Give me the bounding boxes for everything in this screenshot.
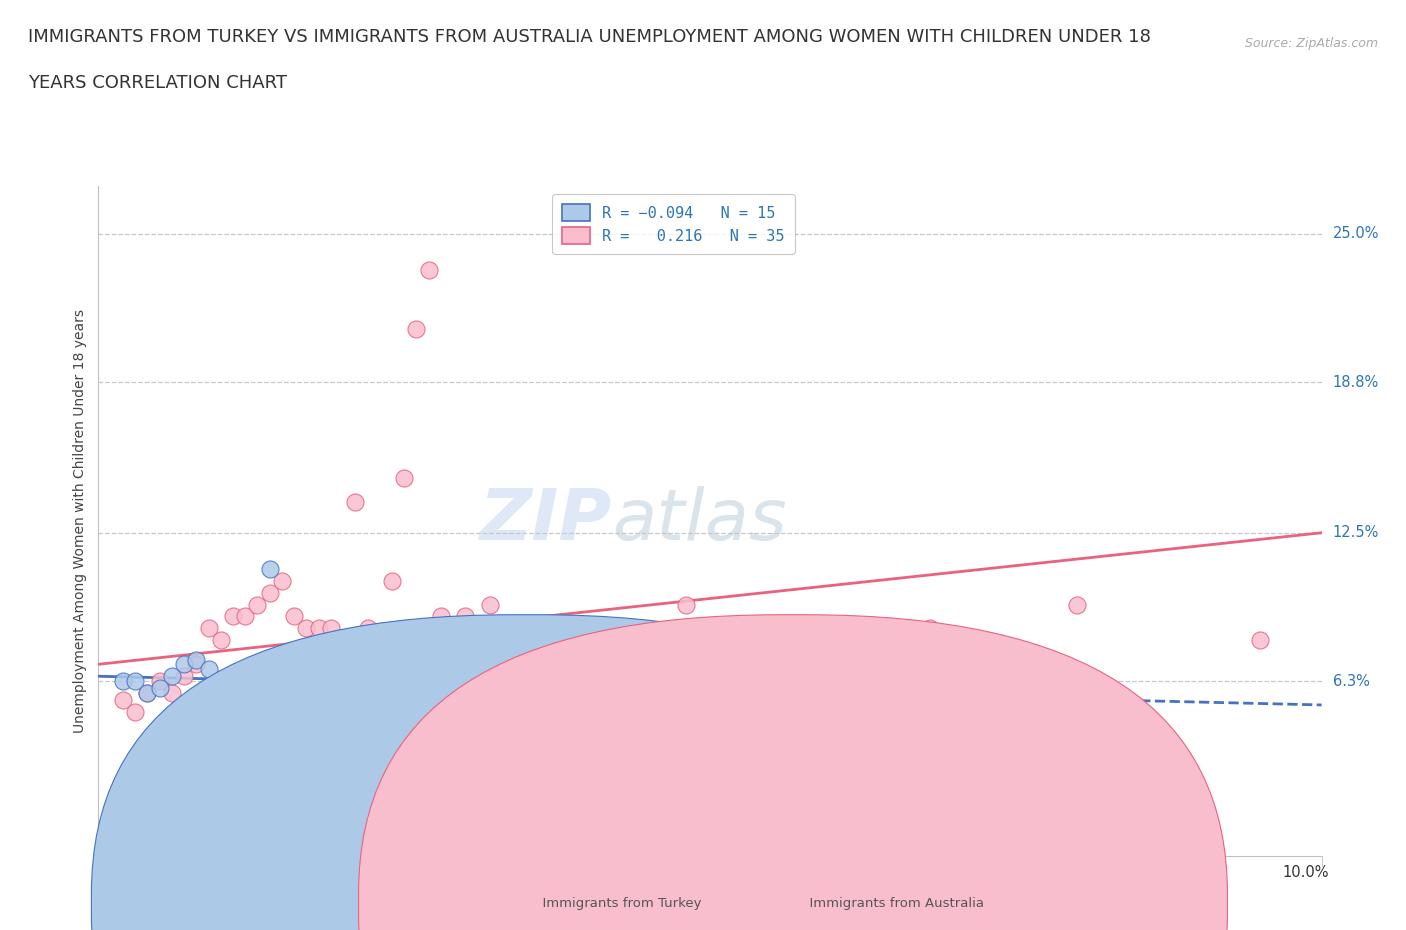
Point <box>149 673 172 688</box>
Text: Source: ZipAtlas.com: Source: ZipAtlas.com <box>1244 37 1378 50</box>
Point <box>761 748 783 763</box>
Point <box>124 673 146 688</box>
Point <box>270 573 294 588</box>
Point <box>136 685 159 700</box>
Point <box>675 597 697 612</box>
Text: 25.0%: 25.0% <box>1333 226 1379 241</box>
Point <box>319 621 342 636</box>
Point <box>344 494 367 509</box>
Text: ZIP: ZIP <box>479 486 612 555</box>
Point <box>136 685 159 700</box>
Text: Immigrants from Australia: Immigrants from Australia <box>801 897 984 910</box>
Point <box>173 669 195 684</box>
Point <box>149 681 172 696</box>
Point <box>124 705 146 720</box>
Point <box>308 621 330 636</box>
Point <box>430 609 453 624</box>
Point <box>478 597 501 612</box>
Point <box>1250 633 1272 648</box>
Point <box>405 322 427 337</box>
Point <box>626 644 648 659</box>
Text: 18.8%: 18.8% <box>1333 375 1379 390</box>
Point <box>222 609 245 624</box>
Point <box>111 693 134 708</box>
Text: Immigrants from Turkey: Immigrants from Turkey <box>534 897 702 910</box>
Point <box>259 585 281 600</box>
Text: 12.5%: 12.5% <box>1333 525 1379 540</box>
Point <box>454 609 477 624</box>
Point <box>246 597 269 612</box>
Point <box>516 644 538 659</box>
Point <box>920 621 942 636</box>
Point <box>233 673 256 688</box>
Point <box>186 652 208 667</box>
Text: atlas: atlas <box>612 486 787 555</box>
Legend: R = −0.094   N = 15, R =   0.216   N = 35: R = −0.094 N = 15, R = 0.216 N = 35 <box>551 193 796 255</box>
Y-axis label: Unemployment Among Women with Children Under 18 years: Unemployment Among Women with Children U… <box>73 309 87 733</box>
Point <box>418 262 440 277</box>
Point <box>1004 724 1026 738</box>
Point <box>332 633 354 648</box>
Text: YEARS CORRELATION CHART: YEARS CORRELATION CHART <box>28 74 287 92</box>
Point <box>160 669 183 684</box>
Point <box>233 609 256 624</box>
Text: 10.0%: 10.0% <box>1282 865 1329 880</box>
Point <box>111 673 134 688</box>
Point <box>381 573 404 588</box>
Point <box>173 657 195 671</box>
Point <box>186 657 208 671</box>
Point <box>259 561 281 576</box>
Text: 6.3%: 6.3% <box>1333 673 1369 688</box>
Point <box>209 676 232 691</box>
Text: IMMIGRANTS FROM TURKEY VS IMMIGRANTS FROM AUSTRALIA UNEMPLOYMENT AMONG WOMEN WIT: IMMIGRANTS FROM TURKEY VS IMMIGRANTS FRO… <box>28 28 1152 46</box>
Point <box>222 681 245 696</box>
Point <box>283 609 305 624</box>
Point <box>368 638 391 653</box>
Point <box>392 471 416 485</box>
Point <box>246 693 269 708</box>
Point <box>197 621 219 636</box>
Point <box>197 661 219 676</box>
Point <box>1066 597 1088 612</box>
Point <box>295 621 318 636</box>
Point <box>209 633 232 648</box>
Point <box>356 621 378 636</box>
Point <box>160 685 183 700</box>
